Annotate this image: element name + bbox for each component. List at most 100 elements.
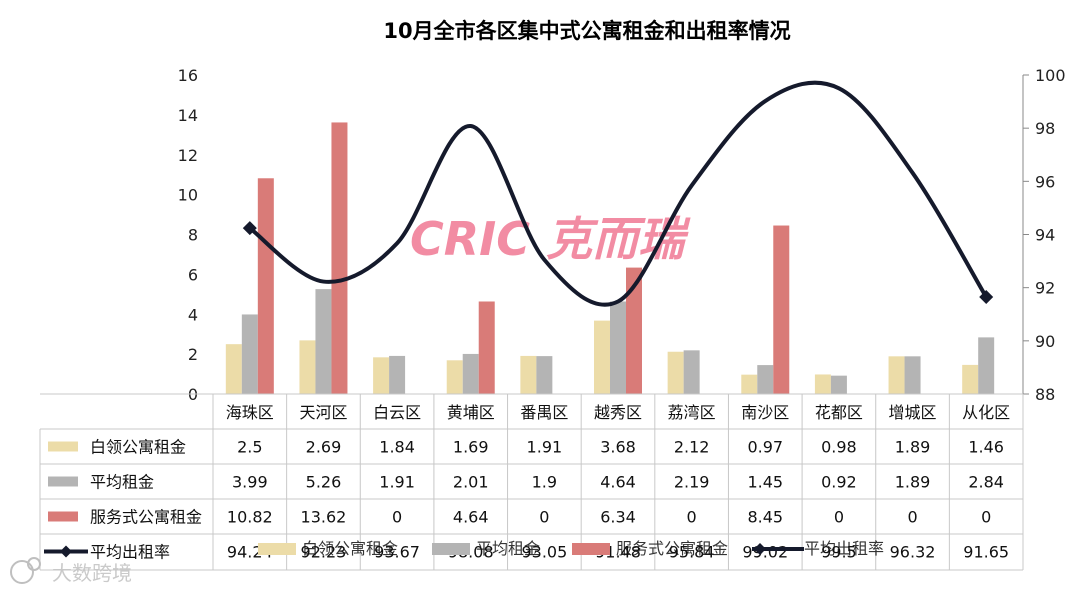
data-label: 0.92 [821,473,857,492]
data-label: 1.46 [968,438,1004,457]
table-row-label: 服务式公寓租金 [90,508,202,527]
bar [814,374,831,394]
bar [315,289,332,394]
bar [594,320,610,394]
data-label: 3.99 [232,473,268,492]
legend-swatch [258,543,296,555]
bar [257,178,274,394]
x-tick-label: 天河区 [299,403,347,422]
data-label: 2.12 [674,438,710,457]
data-label: 13.62 [301,508,347,527]
line-marker [979,289,994,304]
y-right-tick-label: 98 [1035,119,1055,138]
bar [978,337,995,394]
bar [225,344,242,394]
data-label: 96.32 [890,543,936,562]
chart-title: 10月全市各区集中式公寓租金和出租率情况 [383,19,790,43]
bar [667,351,684,394]
data-label: 2.84 [968,473,1004,492]
legend-swatch [432,543,470,555]
x-tick-label: 南沙区 [741,403,789,422]
data-label: 1.89 [895,438,931,457]
data-label: 2.01 [453,473,489,492]
legend-marker [754,543,766,555]
x-tick-label: 增城区 [889,403,937,422]
y-right-tick-label: 94 [1035,226,1055,245]
data-label: 0 [981,508,991,527]
bar [888,356,905,394]
bar [757,365,774,394]
bar [683,350,700,394]
data-label: 0 [687,508,697,527]
x-tick-label: 花都区 [815,403,863,422]
y-left-tick-label: 8 [188,226,198,245]
bar [389,355,406,394]
data-label: 0 [539,508,549,527]
data-label: 8.45 [747,508,783,527]
legend-label: 服务式公寓租金 [616,539,728,558]
legend-label: 白领公寓租金 [302,539,398,558]
y-left-tick-label: 6 [188,265,198,284]
data-label: 0.97 [747,438,783,457]
data-label: 93.67 [374,543,420,562]
bar [536,356,553,394]
bar [373,357,390,394]
watermark-text: CRIC 克而瑞 [410,212,691,266]
bar [610,301,626,394]
bar [478,301,495,394]
legend-label: 平均租金 [476,539,540,558]
x-tick-label: 海珠区 [226,403,274,422]
x-tick-label: 从化区 [962,403,1010,422]
x-tick-label: 番禺区 [520,403,568,422]
data-label: 1.84 [379,438,415,457]
x-tick-label: 白云区 [373,403,421,422]
y-right-tick-label: 90 [1035,332,1055,351]
data-label: 99.5 [821,543,857,562]
data-label: 95.84 [669,543,715,562]
bar [904,356,921,394]
data-label: 6.34 [600,508,636,527]
table-legend-swatch [48,476,78,487]
x-tick-label: 荔湾区 [668,403,716,422]
y-right-tick-label: 96 [1035,172,1055,191]
table-legend-swatch [48,511,78,522]
y-left-tick-label: 2 [188,345,198,364]
rate-line-path [248,80,988,307]
data-label: 3.68 [600,438,636,457]
data-label: 1.9 [532,473,557,492]
y-left-tick-label: 12 [178,146,198,165]
rate-line [242,80,994,307]
bar [741,374,758,394]
table-legend-marker [60,545,72,558]
table-row-label: 平均出租率 [90,543,170,562]
legend-label: 平均出租率 [804,539,884,558]
y-left-tick-label: 4 [188,305,198,324]
corner-logo-icon [10,560,34,584]
data-label: 1.89 [895,473,931,492]
data-label: 93.05 [521,543,567,562]
data-label: 99.02 [742,543,788,562]
y-left-tick-label: 14 [178,106,198,125]
bar [241,314,258,394]
bar [962,364,979,394]
data-label: 1.91 [379,473,415,492]
y-left-tick-label: 10 [178,186,198,205]
x-tick-label: 黄埔区 [447,403,495,422]
y-right-tick-label: 92 [1035,279,1055,298]
table-row-label: 白领公寓租金 [90,438,186,457]
data-label: 2.19 [674,473,710,492]
y-left-tick-label: 16 [178,66,198,85]
data-label: 0 [392,508,402,527]
bar [462,353,479,394]
bar [446,360,463,394]
corner-watermark: 大数跨境 [10,557,132,585]
corner-logo-icon [27,557,41,571]
bar [626,267,642,394]
bars [225,122,995,395]
bar [830,375,847,394]
line-marker [242,221,257,236]
data-label: 1.91 [527,438,563,457]
